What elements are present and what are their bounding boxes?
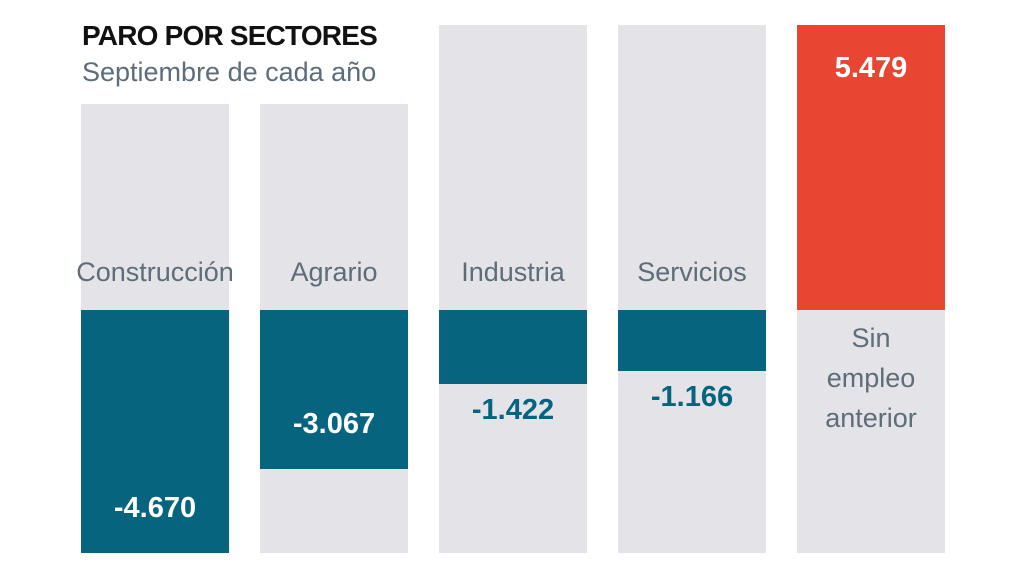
column-construccion: Construcción -4.670 <box>76 0 234 578</box>
chart-header: PARO POR SECTORES Septiembre de cada año <box>82 20 378 87</box>
category-label-sin-empleo-anterior: Sin empleo anterior <box>825 323 917 433</box>
column-background <box>439 25 587 553</box>
category-label-servicios: Servicios <box>637 257 747 287</box>
bar-industria <box>439 310 587 384</box>
column-agrario: Agrario -3.067 <box>260 0 408 578</box>
category-label-agrario: Agrario <box>290 257 378 287</box>
column-background <box>618 25 766 553</box>
chart-title: PARO POR SECTORES <box>82 20 378 51</box>
bar-servicios <box>618 310 766 371</box>
column-sin-empleo-anterior: Sin empleo anterior 5.479 <box>797 0 945 578</box>
column-industria: Industria -1.422 <box>439 0 587 578</box>
category-label-industria: Industria <box>461 257 565 287</box>
bar-construccion <box>81 310 229 553</box>
chart-subtitle: Septiembre de cada año <box>82 57 377 87</box>
category-label-construccion: Construcción <box>76 257 234 287</box>
value-label-industria: -1.422 <box>471 394 555 426</box>
value-label-sin-empleo-anterior: 5.479 <box>834 52 908 84</box>
bar-sin-empleo-anterior <box>797 25 945 310</box>
value-label-agrario: -3.067 <box>292 408 376 440</box>
bar-agrario <box>260 310 408 469</box>
value-label-construccion: -4.670 <box>113 492 197 524</box>
value-label-servicios: -1.166 <box>650 381 734 413</box>
column-servicios: Servicios -1.166 <box>618 0 766 578</box>
